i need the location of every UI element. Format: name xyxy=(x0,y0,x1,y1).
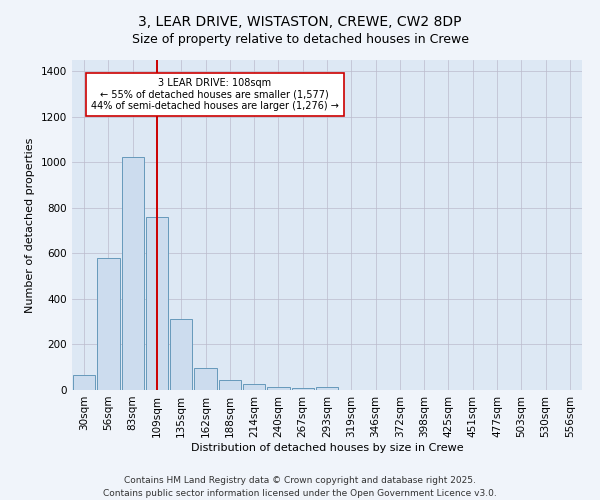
Bar xyxy=(73,375,95,390)
Text: Size of property relative to detached houses in Crewe: Size of property relative to detached ho… xyxy=(131,32,469,46)
Bar xyxy=(218,380,241,390)
Bar xyxy=(146,217,168,390)
Bar xyxy=(170,320,193,390)
Y-axis label: Number of detached properties: Number of detached properties xyxy=(25,138,35,312)
Bar xyxy=(267,386,290,390)
Bar xyxy=(316,387,338,390)
Bar xyxy=(97,258,119,390)
Text: 3, LEAR DRIVE, WISTASTON, CREWE, CW2 8DP: 3, LEAR DRIVE, WISTASTON, CREWE, CW2 8DP xyxy=(138,15,462,29)
Bar xyxy=(243,384,265,390)
Text: Contains HM Land Registry data © Crown copyright and database right 2025.
Contai: Contains HM Land Registry data © Crown c… xyxy=(103,476,497,498)
Bar xyxy=(122,156,144,390)
Text: 3 LEAR DRIVE: 108sqm
← 55% of detached houses are smaller (1,577)
44% of semi-de: 3 LEAR DRIVE: 108sqm ← 55% of detached h… xyxy=(91,78,339,112)
Bar xyxy=(194,368,217,390)
Bar xyxy=(292,388,314,390)
X-axis label: Distribution of detached houses by size in Crewe: Distribution of detached houses by size … xyxy=(191,442,463,452)
